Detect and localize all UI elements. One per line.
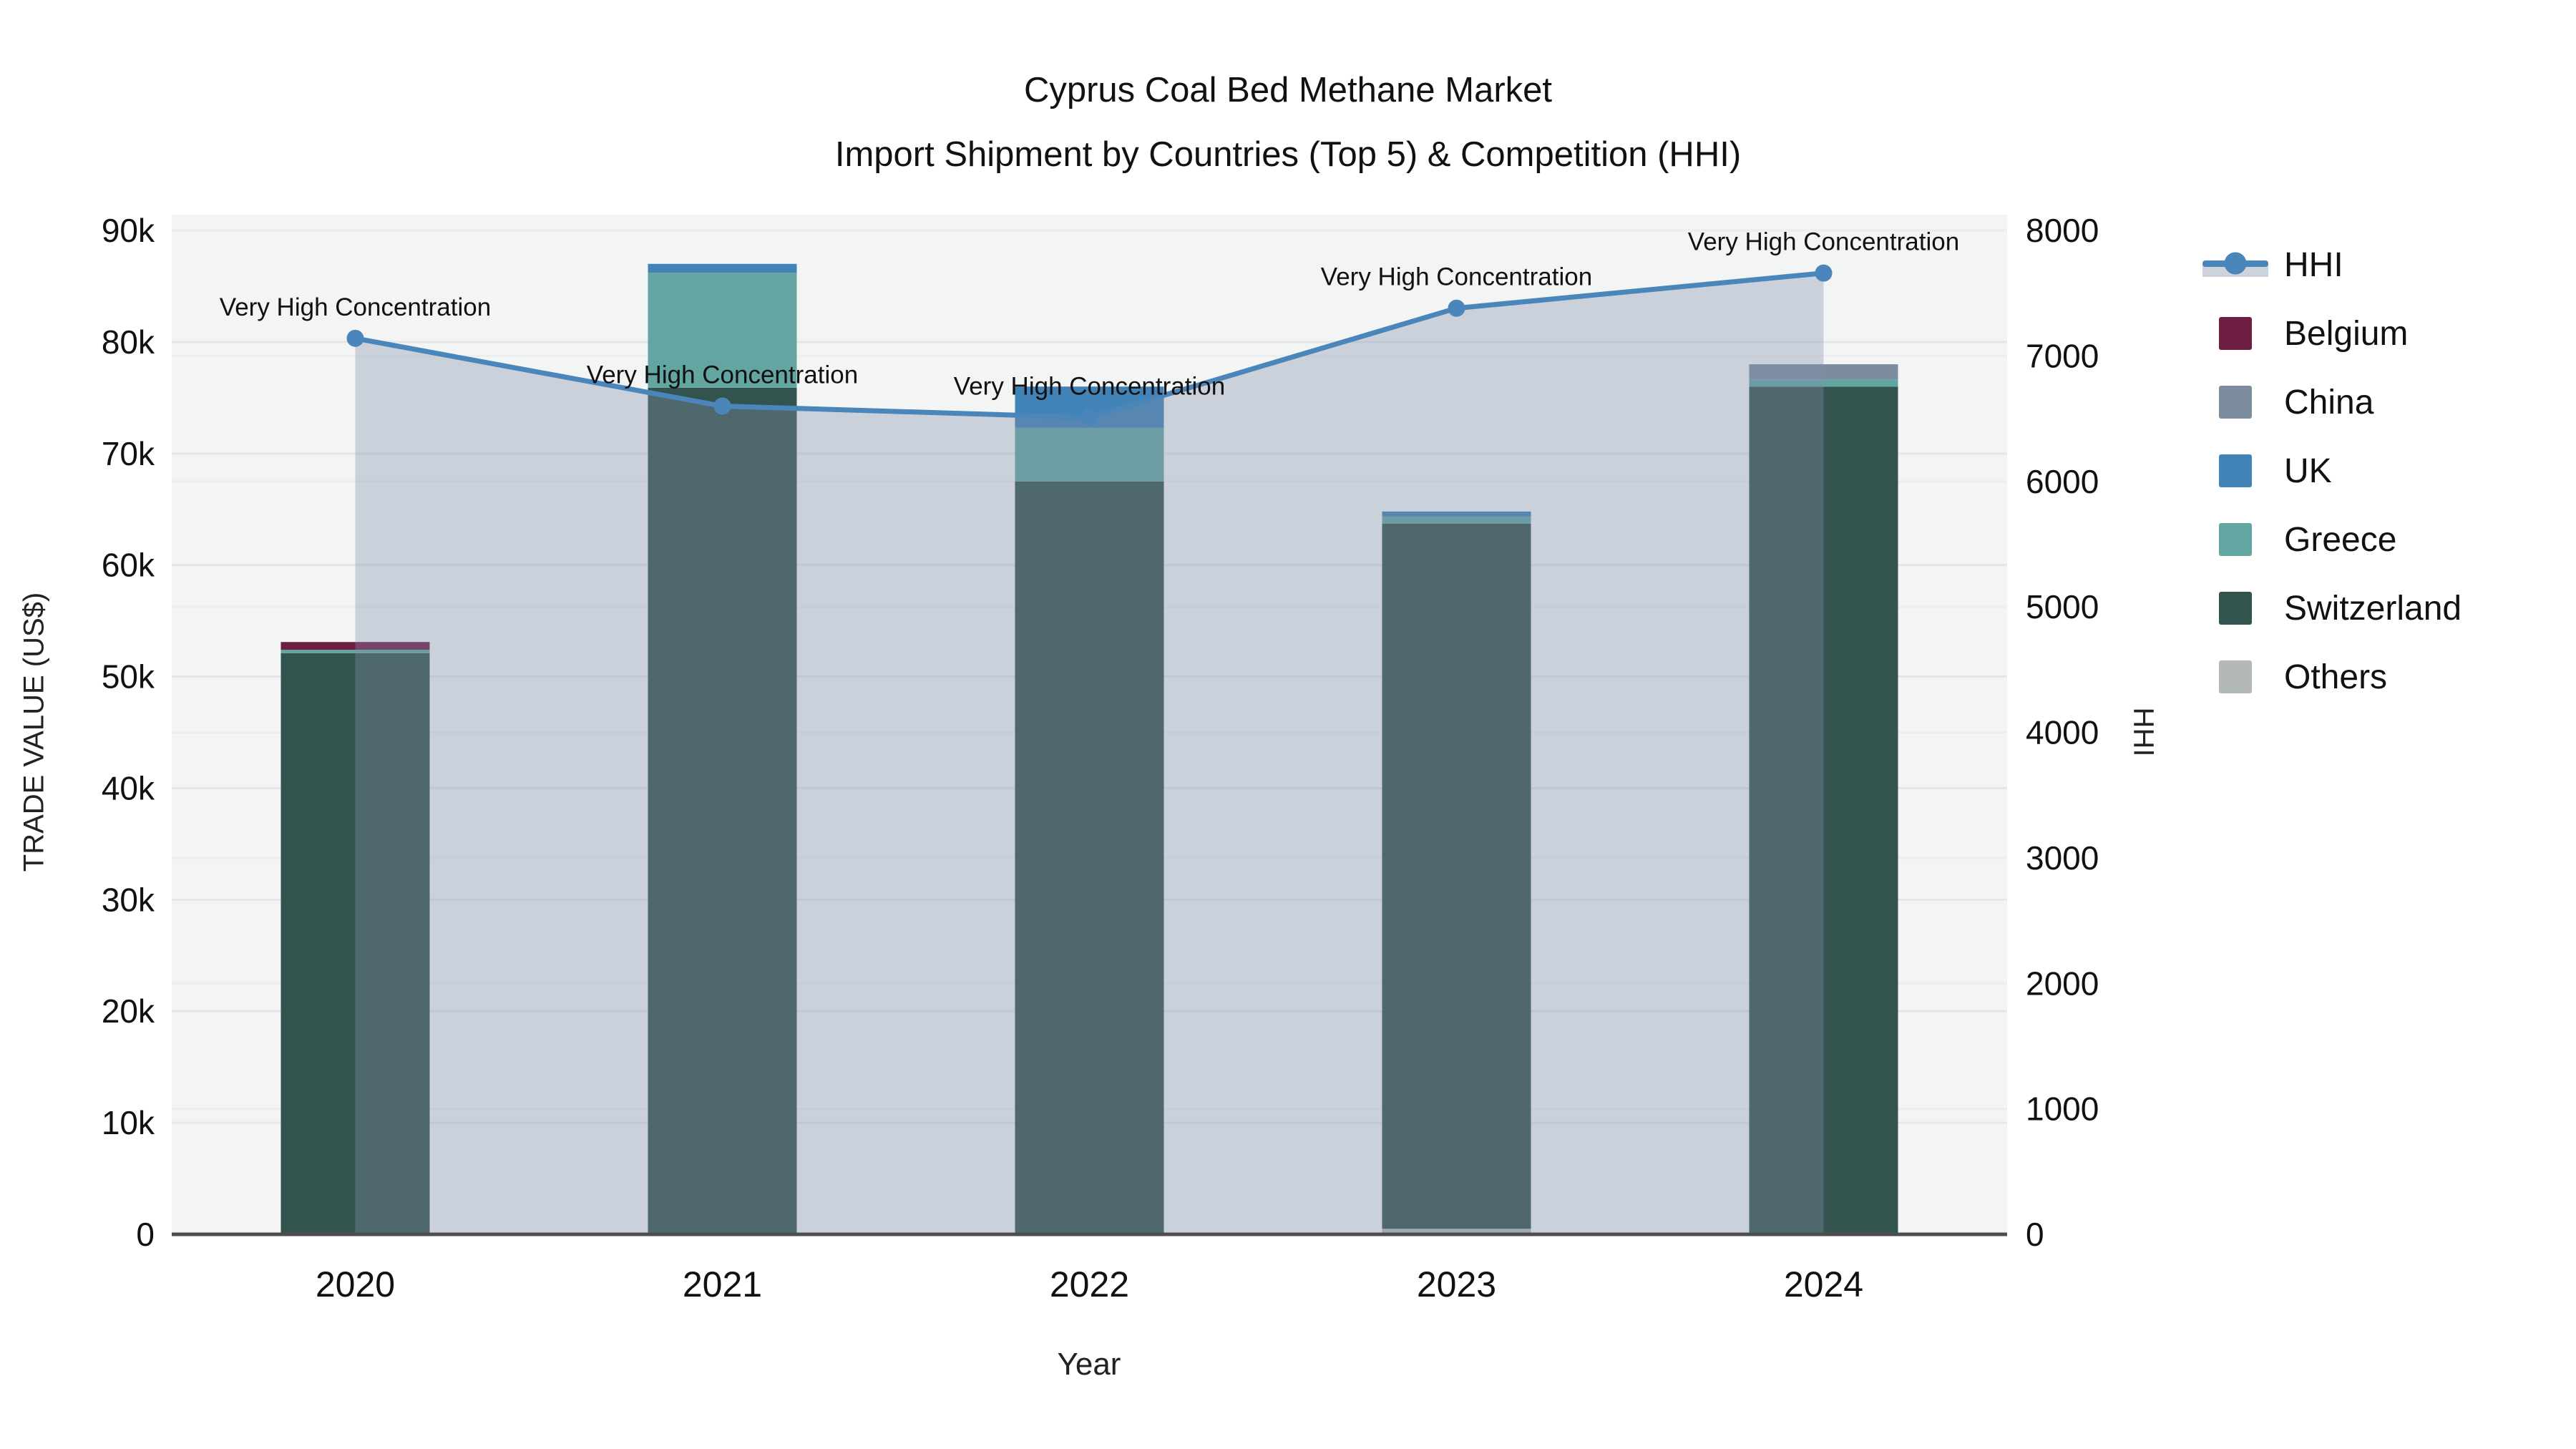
- y-left-tick-label-70k: 70k: [102, 435, 155, 472]
- y-right-tick-label-2000: 2000: [2026, 965, 2099, 1002]
- bar-segment-greece-2021[interactable]: [648, 273, 797, 388]
- legend-label-others: Others: [2284, 658, 2388, 696]
- x-tick-label-2023: 2023: [1417, 1264, 1496, 1304]
- hhi-marker-2021[interactable]: [713, 397, 731, 415]
- y-left-tick-label-0: 0: [136, 1216, 155, 1253]
- bar-segment-switzerland-2024[interactable]: [1749, 386, 1898, 1235]
- legend: HHI Belgium China UK Greece Switzerland Others: [2202, 230, 2462, 711]
- x-tick-label-2024: 2024: [1784, 1264, 1863, 1304]
- belgium-legend-swatch: [2202, 317, 2268, 350]
- legend-item-greece[interactable]: Greece: [2202, 505, 2462, 574]
- legend-label-china: China: [2284, 383, 2374, 421]
- legend-item-belgium[interactable]: Belgium: [2202, 299, 2462, 368]
- chart-title-line2: Import Shipment by Countries (Top 5) & C…: [834, 135, 1742, 174]
- bar-segment-greece-2020[interactable]: [280, 650, 430, 653]
- hhi-area-fill: [355, 273, 1824, 1235]
- hhi-marker-2023[interactable]: [1448, 299, 1465, 317]
- y-right-tick-label-8000: 8000: [2026, 212, 2099, 249]
- y-left-tick-label-60k: 60k: [102, 547, 155, 584]
- hhi-marker-2024[interactable]: [1815, 264, 1833, 282]
- y-right-axis-title: HHI: [2127, 707, 2160, 757]
- y-left-tick-label-20k: 20k: [102, 992, 155, 1030]
- uk-color-swatch: [2219, 454, 2252, 487]
- legend-item-switzerland[interactable]: Switzerland: [2202, 574, 2462, 643]
- y-left-tick-label-30k: 30k: [102, 881, 155, 918]
- belgium-color-swatch: [2219, 317, 2252, 350]
- y-right-tick-label-7000: 7000: [2026, 337, 2099, 374]
- bar-segment-uk-2023[interactable]: [1382, 511, 1531, 517]
- legend-label-uk: UK: [2284, 452, 2332, 490]
- annotation-2020: Very High Concentration: [220, 293, 491, 321]
- y-right-tick-label-6000: 6000: [2026, 463, 2099, 500]
- x-tick-label-2020: 2020: [316, 1264, 395, 1304]
- y-left-tick-label-80k: 80k: [102, 323, 155, 361]
- hhi-legend-swatch: [2202, 248, 2268, 281]
- x-tick-label-2022: 2022: [1050, 1264, 1129, 1304]
- hhi-marker-2020[interactable]: [346, 329, 364, 347]
- legend-label-belgium: Belgium: [2284, 314, 2409, 353]
- x-axis-title: Year: [1057, 1347, 1121, 1382]
- y-right-tick-label-3000: 3000: [2026, 839, 2099, 877]
- bar-segment-belgium-2020[interactable]: [280, 642, 430, 650]
- x-tick-label-2021: 2021: [683, 1264, 762, 1304]
- china-color-swatch: [2219, 386, 2252, 419]
- legend-item-uk[interactable]: UK: [2202, 436, 2462, 505]
- bar-segment-switzerland-2022[interactable]: [1015, 481, 1164, 1234]
- bar-segment-greece-2024[interactable]: [1749, 379, 1898, 387]
- hhi-marker-2022[interactable]: [1080, 409, 1098, 426]
- switzerland-color-swatch: [2219, 592, 2252, 625]
- y-left-tick-label-90k: 90k: [102, 212, 155, 249]
- y-left-tick-label-10k: 10k: [102, 1104, 155, 1141]
- bar-segment-greece-2023[interactable]: [1382, 516, 1531, 524]
- chart-title-line1: Cyprus Coal Bed Methane Market: [1023, 71, 1553, 109]
- legend-label-hhi: HHI: [2284, 245, 2343, 284]
- bar-segment-switzerland-2023[interactable]: [1382, 523, 1531, 1229]
- y-left-tick-label-40k: 40k: [102, 769, 155, 806]
- bar-segment-uk-2021[interactable]: [648, 263, 797, 273]
- legend-item-hhi[interactable]: HHI: [2202, 230, 2462, 299]
- china-legend-swatch: [2202, 386, 2268, 419]
- switzerland-legend-swatch: [2202, 592, 2268, 625]
- legend-item-others[interactable]: Others: [2202, 643, 2462, 711]
- bar-segment-switzerland-2021[interactable]: [648, 387, 797, 1234]
- bar-segment-others-2023[interactable]: [1382, 1229, 1531, 1234]
- greece-color-swatch: [2219, 523, 2252, 556]
- others-legend-swatch: [2202, 660, 2268, 693]
- y-left-tick-label-50k: 50k: [102, 658, 155, 696]
- others-color-swatch: [2219, 660, 2252, 693]
- y-right-tick-label-5000: 5000: [2026, 588, 2099, 625]
- greece-legend-swatch: [2202, 523, 2268, 556]
- legend-item-china[interactable]: China: [2202, 368, 2462, 436]
- annotation-2022: Very High Concentration: [954, 372, 1225, 400]
- y-right-tick-label-1000: 1000: [2026, 1091, 2099, 1128]
- annotation-2021: Very High Concentration: [587, 361, 858, 389]
- hhi-line-sample: [2202, 248, 2268, 281]
- bar-segment-switzerland-2020[interactable]: [280, 653, 430, 1234]
- y-left-axis-title: TRADE VALUE (US$): [18, 592, 50, 872]
- bar-segment-greece-2022[interactable]: [1015, 427, 1164, 482]
- legend-label-switzerland: Switzerland: [2284, 589, 2462, 628]
- bar-segment-china-2024[interactable]: [1749, 364, 1898, 380]
- annotation-2023: Very High Concentration: [1321, 263, 1592, 291]
- y-right-tick-label-4000: 4000: [2026, 714, 2099, 751]
- annotation-2024: Very High Concentration: [1688, 228, 1959, 256]
- uk-legend-swatch: [2202, 454, 2268, 487]
- legend-label-greece: Greece: [2284, 520, 2397, 559]
- y-right-tick-label-0: 0: [2026, 1216, 2044, 1253]
